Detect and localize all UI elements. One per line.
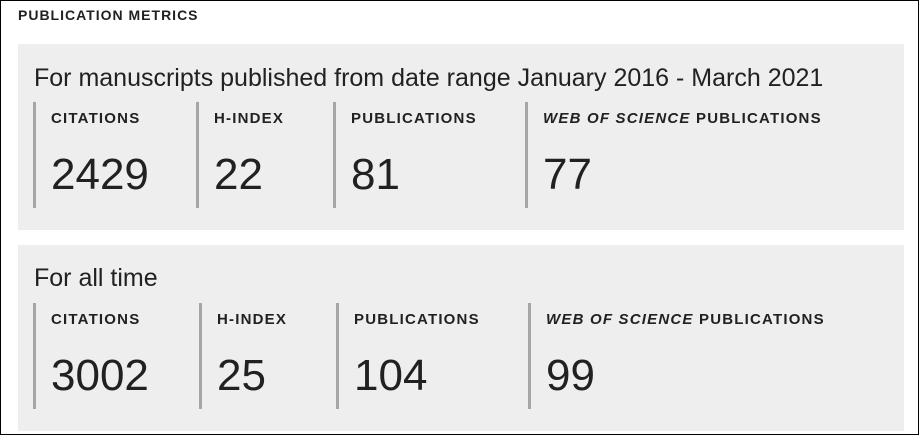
h-index-metric: H-INDEX 22 <box>196 102 319 208</box>
date-range-heading: For manuscripts published from date rang… <box>34 64 824 92</box>
citations-metric: CITATIONS 2429 <box>33 102 176 208</box>
all-time-metrics-panel: For all time CITATIONS 3002 H-INDEX 25 P… <box>18 245 904 431</box>
wos-publications-value: 77 <box>543 150 592 199</box>
publications-value: 81 <box>351 150 400 199</box>
h-index-label: H-INDEX <box>214 110 285 127</box>
wos-label-rest: PUBLICATIONS <box>693 311 825 328</box>
wos-publications-label: WEB OF SCIENCE PUBLICATIONS <box>543 110 822 127</box>
card-title: PUBLICATION METRICS <box>18 7 199 23</box>
wos-publications-label: WEB OF SCIENCE PUBLICATIONS <box>546 311 825 328</box>
all-time-heading: For all time <box>34 264 158 292</box>
citations-value: 3002 <box>51 351 149 400</box>
wos-publications-value: 99 <box>546 351 595 400</box>
citations-label: CITATIONS <box>51 311 141 328</box>
h-index-value: 22 <box>214 150 263 199</box>
wos-label-italic: WEB OF SCIENCE <box>546 311 694 328</box>
wos-publications-metric: WEB OF SCIENCE PUBLICATIONS 99 <box>528 303 891 409</box>
citations-label: CITATIONS <box>51 110 141 127</box>
wos-publications-metric: WEB OF SCIENCE PUBLICATIONS 77 <box>525 102 888 208</box>
h-index-label: H-INDEX <box>217 311 288 328</box>
publications-label: PUBLICATIONS <box>351 110 477 127</box>
citations-value: 2429 <box>51 150 149 199</box>
publications-value: 104 <box>354 351 428 400</box>
h-index-value: 25 <box>217 351 266 400</box>
publications-metric: PUBLICATIONS 104 <box>336 303 514 409</box>
wos-label-italic: WEB OF SCIENCE <box>543 110 691 127</box>
wos-label-rest: PUBLICATIONS <box>690 110 822 127</box>
citations-metric: CITATIONS 3002 <box>33 303 176 409</box>
date-range-metrics-panel: For manuscripts published from date rang… <box>18 44 904 230</box>
publications-label: PUBLICATIONS <box>354 311 480 328</box>
h-index-metric: H-INDEX 25 <box>199 303 322 409</box>
publications-metric: PUBLICATIONS 81 <box>333 102 511 208</box>
